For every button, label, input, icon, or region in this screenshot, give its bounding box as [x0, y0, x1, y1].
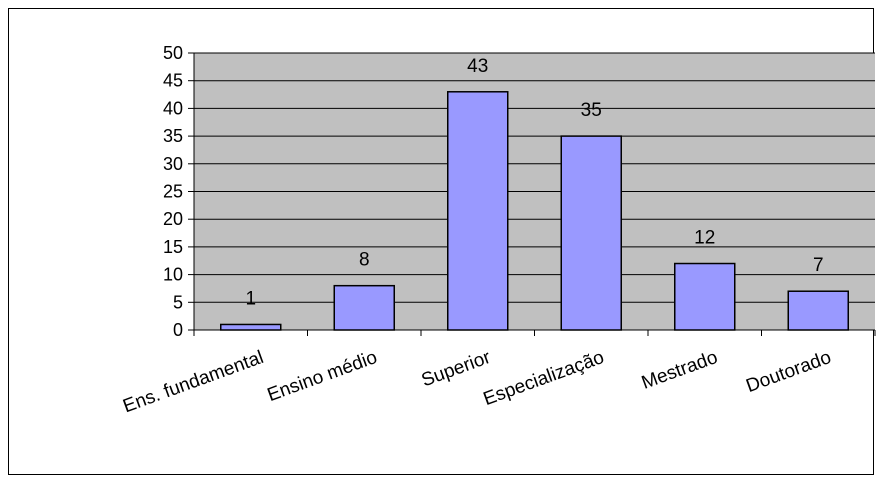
data-labels: 1 8 43 35 12 7 [245, 56, 823, 310]
y-tick-label: 50 [163, 43, 183, 63]
x-tick-label-4: Mestrado [639, 347, 721, 394]
data-label-2: 43 [467, 56, 488, 77]
y-tick-label: 30 [163, 154, 183, 174]
bar-3 [560, 135, 622, 331]
x-tick-label-1: Ensino médio [265, 347, 380, 406]
y-tick-label: 35 [163, 126, 183, 146]
x-tick-label-2: Superior [419, 347, 494, 392]
x-tick-label-3: Especialização [481, 347, 607, 410]
bar-2 [447, 91, 509, 331]
bar-5 [787, 290, 849, 331]
y-tick-label: 10 [163, 265, 183, 285]
data-label-0: 1 [245, 288, 256, 309]
y-tick-label: 15 [163, 237, 183, 257]
bar-1 [333, 284, 395, 331]
y-tick-label: 5 [173, 292, 183, 312]
data-label-4: 12 [694, 228, 715, 249]
gridlines [194, 52, 875, 303]
y-tick-label: 40 [163, 98, 183, 118]
bars [220, 91, 849, 331]
data-label-5: 7 [813, 255, 824, 276]
bar-4 [674, 262, 736, 331]
x-tick-label-5: Doutorado [743, 347, 834, 397]
y-tick-label: 45 [163, 71, 183, 91]
data-label-1: 8 [359, 250, 370, 271]
y-tick-label: 0 [173, 320, 183, 340]
y-tick-label: 25 [163, 182, 183, 202]
y-axis: 0 5 10 15 20 25 30 35 40 45 50 [163, 43, 195, 340]
data-label-3: 35 [581, 100, 602, 121]
bar-0 [220, 323, 282, 331]
x-tick-label-0: Ens. fundamental [120, 347, 266, 417]
y-tick-label: 20 [163, 209, 183, 229]
